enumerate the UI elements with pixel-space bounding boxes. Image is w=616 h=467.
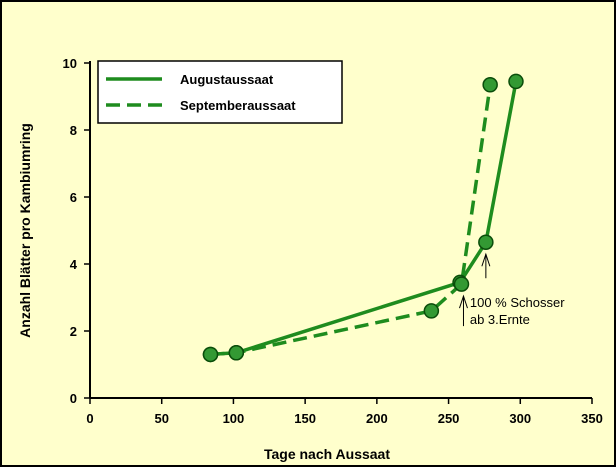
legend-label-1: Augustaussaat <box>180 72 274 87</box>
legend: Augustaussaat Septemberaussaat <box>97 60 343 124</box>
data-point-series-2 <box>423 303 440 319</box>
data-point-series-2 <box>482 77 498 93</box>
y-tick-label: 4 <box>70 257 78 272</box>
annotation-text-line: ab 3.Ernte <box>470 312 530 327</box>
x-tick-label: 350 <box>581 411 603 426</box>
y-tick-label: 10 <box>63 56 77 71</box>
data-point-series-1 <box>478 234 494 250</box>
annotation-arrow-2-head <box>459 294 468 309</box>
data-point-series-2 <box>453 276 470 292</box>
series-line-2 <box>210 84 492 357</box>
x-tick-label: 0 <box>86 411 93 426</box>
y-tick-label: 6 <box>70 190 77 205</box>
y-tick-label: 2 <box>70 324 77 339</box>
x-tick-label: 50 <box>154 411 168 426</box>
series-group <box>202 73 524 363</box>
data-point-series-2 <box>228 345 245 361</box>
x-tick-label: 200 <box>366 411 388 426</box>
annotation-arrow-1-head <box>481 252 491 267</box>
x-tick-label: 300 <box>509 411 531 426</box>
data-point-series-1 <box>508 73 524 90</box>
axes: 0 50 100 150 200 250 300 350 0 2 4 6 8 10 Tage nach Au… <box>17 56 603 462</box>
legend-box <box>97 60 343 124</box>
y-tick-label: 8 <box>70 123 77 138</box>
x-axis-title: Tage nach Aussaat <box>264 446 390 462</box>
x-tick-label: 100 <box>223 411 245 426</box>
x-tick-label: 250 <box>438 411 460 426</box>
y-tick-label: 0 <box>70 391 77 406</box>
y-axis-title: Anzahl Blätter pro Kambiumring <box>17 123 33 338</box>
data-point-series-2 <box>202 346 219 363</box>
annotation-group: 100 % Schosser ab 3.Ernte <box>459 252 565 327</box>
x-tick-label: 150 <box>294 411 316 426</box>
annotation-text-line: 100 % Schosser <box>470 295 565 310</box>
legend-label-2: Septemberaussaat <box>180 98 296 113</box>
